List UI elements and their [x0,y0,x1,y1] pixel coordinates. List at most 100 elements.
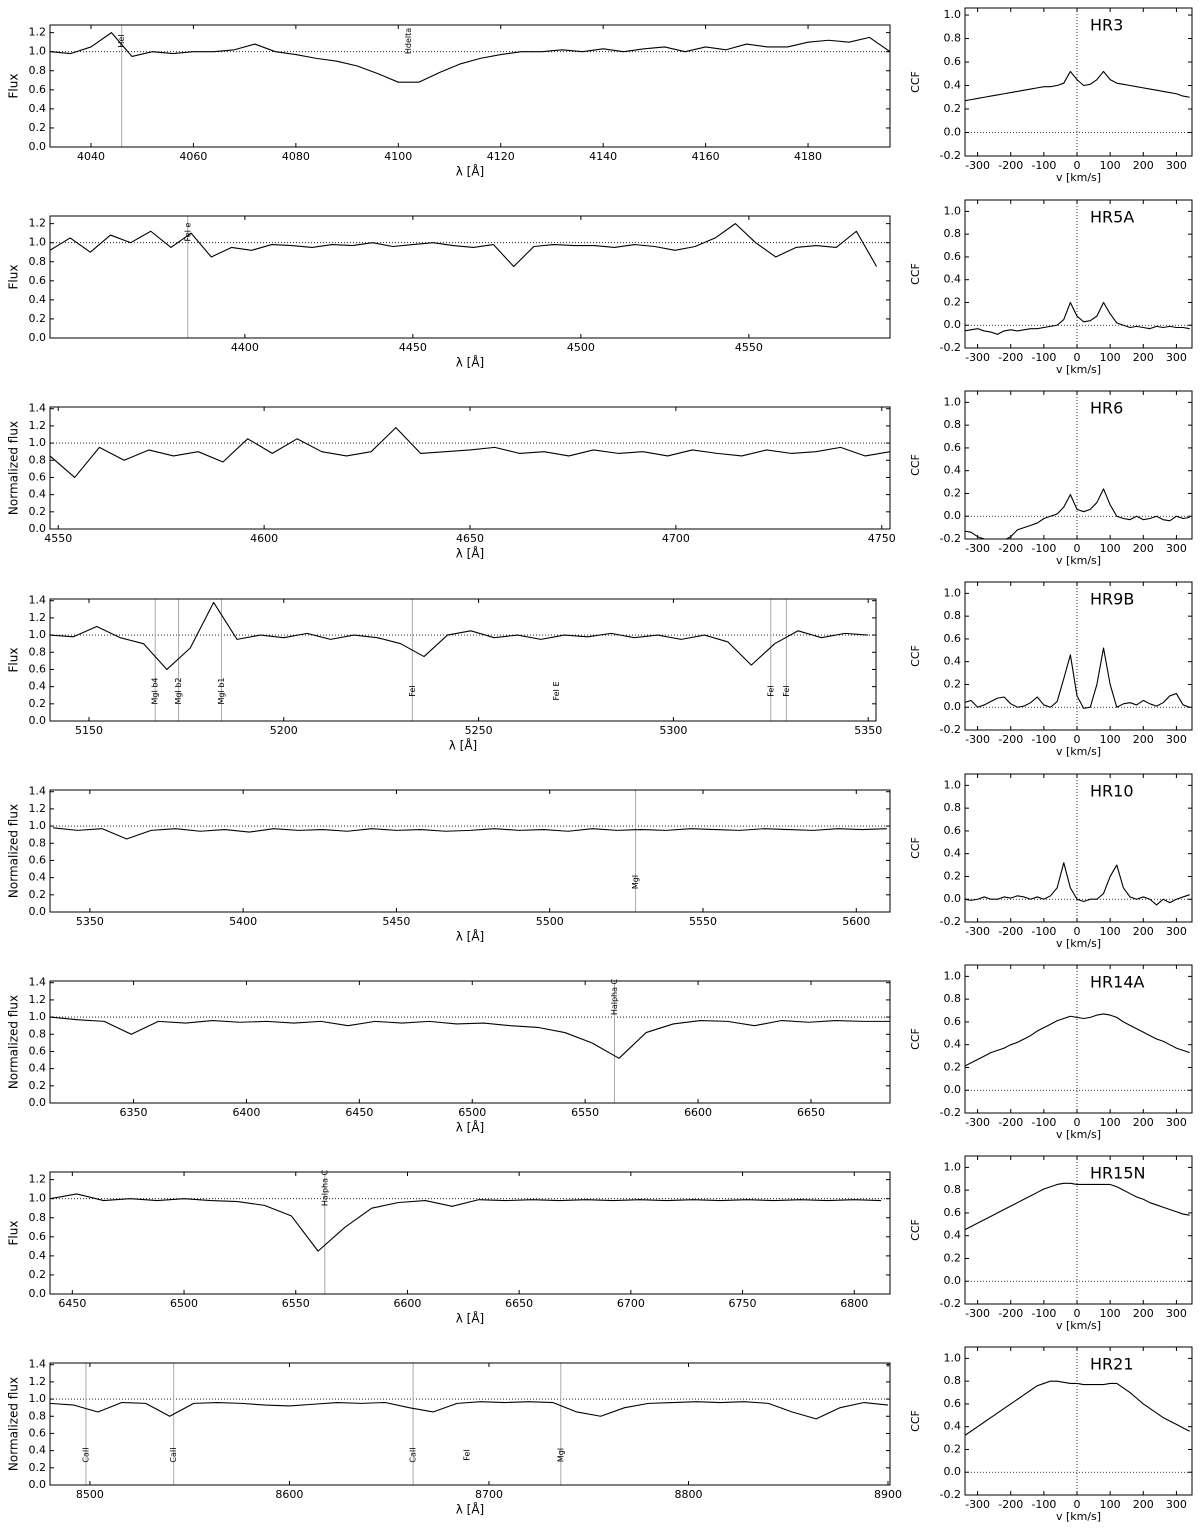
x-tick-label: -300 [965,1498,990,1511]
panel: Halpha C 0.0 0.2 0.4 0.6 0.8 1.0 1.2 6450 6500 655… [7,1169,891,1326]
x-tick-label: 300 [1166,1307,1187,1320]
y-tick-label: 0.6 [29,1426,47,1439]
line-label: FeI [766,685,775,696]
y-tick-label: 0.0 [29,1287,47,1300]
y-tick-label: 0.0 [29,905,47,918]
panel: -0.2 0.0 0.2 0.4 0.6 0.8 1.0 -300 -200 -100 0 100 20… [909,773,1193,950]
y-tick-label: 0.8 [29,836,47,849]
x-tick-label: 100 [1100,351,1121,364]
x-tick-label: 4060 [179,150,207,163]
x-tick-label: -200 [998,925,1023,938]
x-tick-label: 4550 [735,341,763,354]
x-tick-label: 100 [1100,159,1121,172]
x-tick-label: 6350 [120,1106,148,1119]
y-tick-label: -0.2 [940,341,961,354]
y-tick-label: 0.4 [29,488,47,501]
data-line [965,1013,1190,1067]
y-axis-label: Flux [7,1221,21,1246]
line-label: MgI b4 [151,677,160,704]
y-tick-label: 0.2 [29,1268,47,1281]
y-tick-label: 0.8 [944,32,962,45]
y-tick-label: -0.2 [940,723,961,736]
x-axis-label: v [km/s] [1056,554,1101,567]
x-tick-label: 200 [1133,925,1154,938]
x-tick-label: -100 [1031,1498,1056,1511]
y-tick-label: 0.0 [944,509,962,522]
y-tick-label: 0.6 [29,470,47,483]
y-tick-label: 1.0 [944,395,962,408]
x-tick-label: 200 [1133,1498,1154,1511]
axes-frame [49,406,891,530]
y-tick-label: 0.4 [29,871,47,884]
x-tick-label: 6650 [797,1106,825,1119]
y-tick-label: 0.2 [29,312,47,325]
x-tick-label: 300 [1166,542,1187,555]
y-tick-label: 0.4 [944,273,962,286]
y-tick-label: 0.8 [944,1374,962,1387]
axes-frame [49,598,877,722]
y-tick-label: 0.6 [944,55,962,68]
x-tick-label: 4040 [77,150,105,163]
axes-frame [964,1346,1193,1496]
x-tick-label: 100 [1100,1116,1121,1129]
x-tick-label: 4100 [384,150,412,163]
y-tick-label: 0.4 [944,1038,962,1051]
x-tick-label: -200 [998,351,1023,364]
axes-frame [49,789,891,913]
y-tick-label: 1.2 [29,1173,47,1186]
panel-title: HR6 [1090,399,1123,418]
y-tick-label: 0.8 [944,227,962,240]
y-tick-label: 1.4 [29,594,47,607]
x-tick-label: -200 [998,1116,1023,1129]
x-axis-label: v [km/s] [1056,1319,1101,1332]
x-tick-label: 0 [1074,159,1081,172]
y-tick-label: 0.6 [944,1015,962,1028]
x-tick-label: 4750 [868,532,896,545]
data-line [965,862,1190,906]
y-tick-label: 0.6 [944,1206,962,1219]
axes-frame [964,581,1193,731]
panel: 0.0 0.2 0.4 0.6 0.8 1.0 1.2 1.4 4550 4600 4650 4700… [7,402,896,561]
y-tick-label: -0.2 [940,149,961,162]
line-label: CaII [169,1447,178,1462]
x-axis-label: v [km/s] [1056,363,1101,376]
y-tick-label: 1.0 [944,969,962,982]
x-tick-label: 4650 [456,532,484,545]
x-tick-label: 5550 [689,915,717,928]
axes-frame [964,390,1193,540]
line-label: FeI [408,685,417,696]
x-tick-label: 200 [1133,733,1154,746]
y-tick-label: 0.2 [29,1079,47,1092]
y-tick-label: 0.8 [944,418,962,431]
x-tick-label: -100 [1031,159,1056,172]
y-tick-label: 0.2 [944,677,962,690]
y-tick-label: 1.0 [29,45,47,58]
x-tick-label: -200 [998,1307,1023,1320]
y-tick-label: 1.4 [29,785,47,798]
x-tick-label: -100 [1031,542,1056,555]
axes-frame [49,215,891,339]
x-tick-label: 6600 [684,1106,712,1119]
x-tick-label: 300 [1166,351,1187,364]
x-tick-label: 5350 [76,915,104,928]
line-label: Halpha C [610,978,619,1015]
x-tick-label: -100 [1031,733,1056,746]
axes-frame [49,24,891,148]
y-tick-label: 1.2 [29,611,47,624]
panel: MgI b4 MgI b2 MgI b1 FeI FeI E FeI FeI 0.0 0.2 0.… [7,594,883,753]
y-tick-label: 0.6 [944,1397,962,1410]
x-tick-label: 5300 [659,724,687,737]
y-axis-label: CCF [909,1219,922,1241]
y-tick-label: 0.0 [944,700,962,713]
x-tick-label: -200 [998,733,1023,746]
axes-frame [964,964,1193,1114]
panel: -0.2 0.0 0.2 0.4 0.6 0.8 1.0 -300 -200 -100 0 100 20… [909,1346,1193,1523]
data-line [965,70,1190,102]
y-axis-label: Normalized flux [7,1377,21,1471]
y-tick-label: 1.2 [29,802,47,815]
panel: FeI e 0.0 0.2 0.4 0.6 0.8 1.0 1.2 4400 4450 4500 45… [7,215,891,370]
y-tick-label: -0.2 [940,1297,961,1310]
data-line [965,488,1190,539]
x-tick-label: 200 [1133,159,1154,172]
